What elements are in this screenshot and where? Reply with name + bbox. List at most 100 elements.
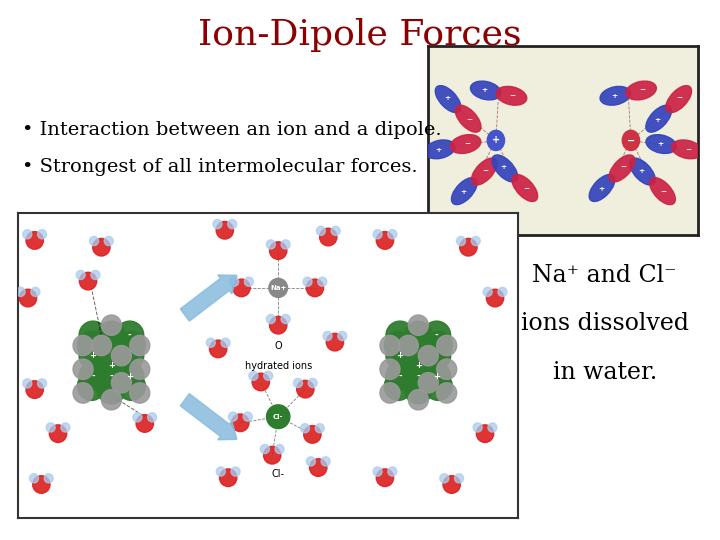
- Circle shape: [77, 331, 105, 360]
- Text: −: −: [510, 93, 516, 99]
- Circle shape: [414, 352, 442, 380]
- Circle shape: [423, 362, 451, 390]
- Circle shape: [73, 359, 93, 380]
- Circle shape: [16, 287, 25, 296]
- Circle shape: [454, 474, 464, 483]
- Circle shape: [423, 321, 451, 349]
- Ellipse shape: [496, 86, 527, 105]
- Circle shape: [50, 425, 67, 442]
- Circle shape: [97, 375, 125, 404]
- Circle shape: [97, 362, 125, 390]
- Circle shape: [303, 277, 312, 286]
- Text: Na⁺ and Cl⁻: Na⁺ and Cl⁻: [533, 264, 677, 287]
- Text: O: O: [274, 341, 282, 350]
- Circle shape: [97, 321, 125, 349]
- Circle shape: [87, 352, 115, 380]
- Circle shape: [116, 341, 144, 370]
- Text: Cl-: Cl-: [273, 414, 284, 420]
- Text: -: -: [435, 331, 438, 340]
- Circle shape: [473, 423, 482, 432]
- Circle shape: [79, 362, 107, 390]
- Circle shape: [456, 237, 466, 246]
- Circle shape: [443, 476, 460, 494]
- Circle shape: [269, 279, 287, 298]
- Ellipse shape: [672, 140, 702, 159]
- Text: +: +: [611, 93, 617, 99]
- Circle shape: [321, 457, 330, 466]
- Ellipse shape: [589, 174, 615, 201]
- Circle shape: [30, 474, 38, 483]
- Ellipse shape: [425, 140, 455, 159]
- Circle shape: [408, 315, 428, 335]
- Circle shape: [266, 240, 275, 249]
- Circle shape: [320, 228, 337, 246]
- Circle shape: [388, 230, 397, 239]
- Circle shape: [294, 379, 302, 388]
- Circle shape: [19, 289, 37, 307]
- Circle shape: [102, 315, 122, 335]
- Circle shape: [93, 238, 110, 256]
- Circle shape: [79, 321, 107, 349]
- Circle shape: [26, 232, 43, 249]
- Circle shape: [228, 219, 237, 228]
- Text: +: +: [460, 189, 467, 195]
- Text: +: +: [482, 87, 487, 93]
- Circle shape: [622, 130, 639, 151]
- Text: -: -: [109, 372, 113, 381]
- Text: −: −: [627, 136, 635, 145]
- Circle shape: [275, 444, 284, 454]
- Text: Na+: Na+: [270, 285, 287, 291]
- Circle shape: [266, 314, 275, 323]
- Text: hydrated ions: hydrated ions: [245, 361, 312, 371]
- Text: −: −: [482, 167, 488, 173]
- Circle shape: [386, 321, 414, 349]
- Text: +: +: [639, 167, 644, 173]
- Text: ions dissolved: ions dissolved: [521, 313, 689, 335]
- Ellipse shape: [470, 81, 501, 100]
- Text: +: +: [126, 372, 133, 381]
- Circle shape: [23, 230, 32, 239]
- Circle shape: [483, 287, 492, 296]
- Circle shape: [405, 362, 432, 390]
- Circle shape: [471, 237, 480, 246]
- Circle shape: [116, 321, 144, 349]
- Circle shape: [436, 359, 456, 380]
- Circle shape: [405, 375, 432, 404]
- Circle shape: [269, 242, 287, 259]
- Circle shape: [418, 373, 438, 393]
- Circle shape: [395, 352, 423, 380]
- Text: -: -: [91, 372, 95, 381]
- Circle shape: [243, 412, 252, 421]
- Text: +: +: [492, 136, 500, 145]
- Circle shape: [386, 362, 414, 390]
- Circle shape: [315, 424, 324, 433]
- Circle shape: [91, 271, 100, 280]
- Circle shape: [436, 383, 456, 403]
- Circle shape: [104, 237, 113, 246]
- Circle shape: [308, 379, 318, 388]
- Circle shape: [61, 423, 70, 432]
- Circle shape: [424, 331, 452, 360]
- Text: +: +: [108, 361, 115, 370]
- Circle shape: [32, 476, 50, 494]
- Text: Cl-: Cl-: [271, 469, 284, 480]
- Circle shape: [112, 373, 132, 393]
- Circle shape: [130, 359, 150, 380]
- Ellipse shape: [649, 178, 675, 205]
- Circle shape: [116, 362, 144, 390]
- Circle shape: [316, 226, 325, 235]
- Circle shape: [102, 389, 122, 410]
- Circle shape: [130, 383, 150, 403]
- Circle shape: [252, 373, 269, 391]
- Circle shape: [130, 335, 150, 356]
- Ellipse shape: [600, 86, 631, 105]
- Circle shape: [436, 335, 456, 356]
- Circle shape: [97, 331, 125, 360]
- Circle shape: [306, 457, 315, 466]
- Text: +: +: [397, 351, 403, 360]
- Circle shape: [304, 426, 321, 443]
- Text: −: −: [523, 186, 529, 192]
- Circle shape: [488, 423, 497, 432]
- Circle shape: [37, 230, 47, 239]
- Circle shape: [281, 240, 290, 249]
